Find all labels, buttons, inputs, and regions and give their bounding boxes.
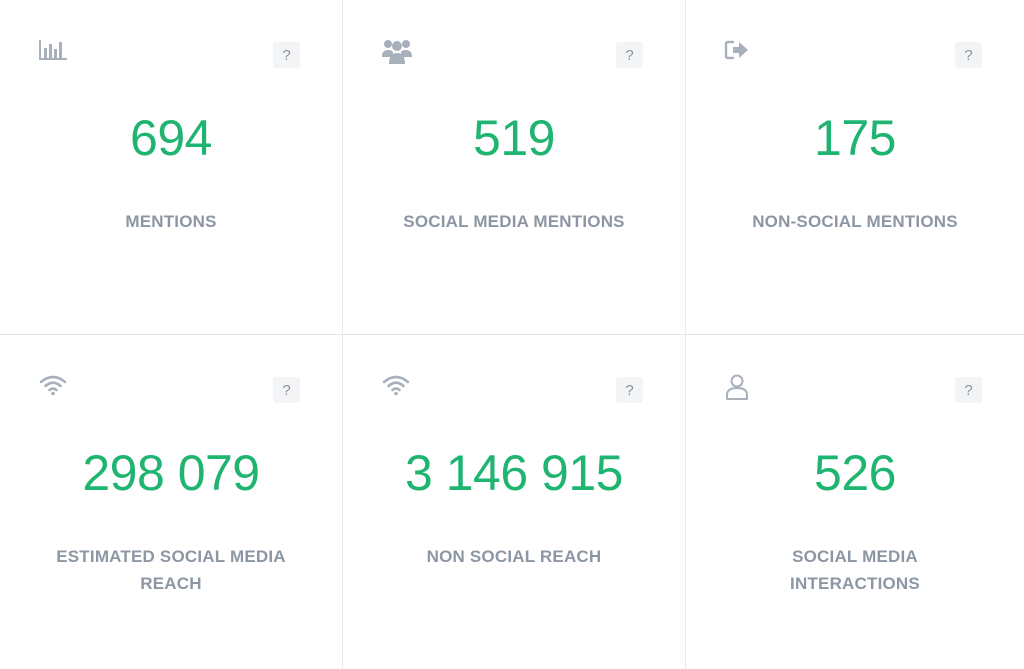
stat-card-social-media-interactions: ? 526 SOCIAL MEDIA INTERACTIONS xyxy=(686,335,1024,669)
help-button[interactable]: ? xyxy=(955,377,982,403)
users-group-icon xyxy=(381,38,413,66)
stat-card-non-social-reach: ? 3 146 915 NON SOCIAL REACH xyxy=(343,335,686,669)
help-button[interactable]: ? xyxy=(273,42,300,68)
help-button[interactable]: ? xyxy=(273,377,300,403)
stat-label: NON SOCIAL REACH xyxy=(426,547,602,566)
stat-value: 519 xyxy=(473,110,555,166)
stat-card-estimated-social-media-reach: ? 298 079 ESTIMATED SOCIAL MEDIA REACH xyxy=(0,335,343,669)
stat-label: ESTIMATED SOCIAL MEDIA REACH xyxy=(56,547,286,593)
stat-label: SOCIAL MEDIA MENTIONS xyxy=(403,212,625,231)
stat-value: 526 xyxy=(814,445,896,501)
user-outline-icon xyxy=(724,373,756,401)
stat-value: 175 xyxy=(814,110,896,166)
sign-out-icon xyxy=(724,38,756,66)
help-button[interactable]: ? xyxy=(955,42,982,68)
wifi-icon xyxy=(38,373,70,401)
stat-value: 3 146 915 xyxy=(405,445,623,501)
stat-label: NON-SOCIAL MENTIONS xyxy=(752,212,958,231)
stat-card-social-media-mentions: ? 519 SOCIAL MEDIA MENTIONS xyxy=(343,0,686,335)
help-button[interactable]: ? xyxy=(616,377,643,403)
stat-card-mentions: ? 694 MENTIONS xyxy=(0,0,343,335)
stat-value: 298 079 xyxy=(82,445,260,501)
bar-chart-icon xyxy=(38,38,70,66)
wifi-icon xyxy=(381,373,413,401)
stat-card-non-social-mentions: ? 175 NON-SOCIAL MENTIONS xyxy=(686,0,1024,335)
stat-value: 694 xyxy=(130,110,212,166)
stat-label: SOCIAL MEDIA INTERACTIONS xyxy=(790,547,920,593)
help-button[interactable]: ? xyxy=(616,42,643,68)
stat-label: MENTIONS xyxy=(125,212,217,231)
